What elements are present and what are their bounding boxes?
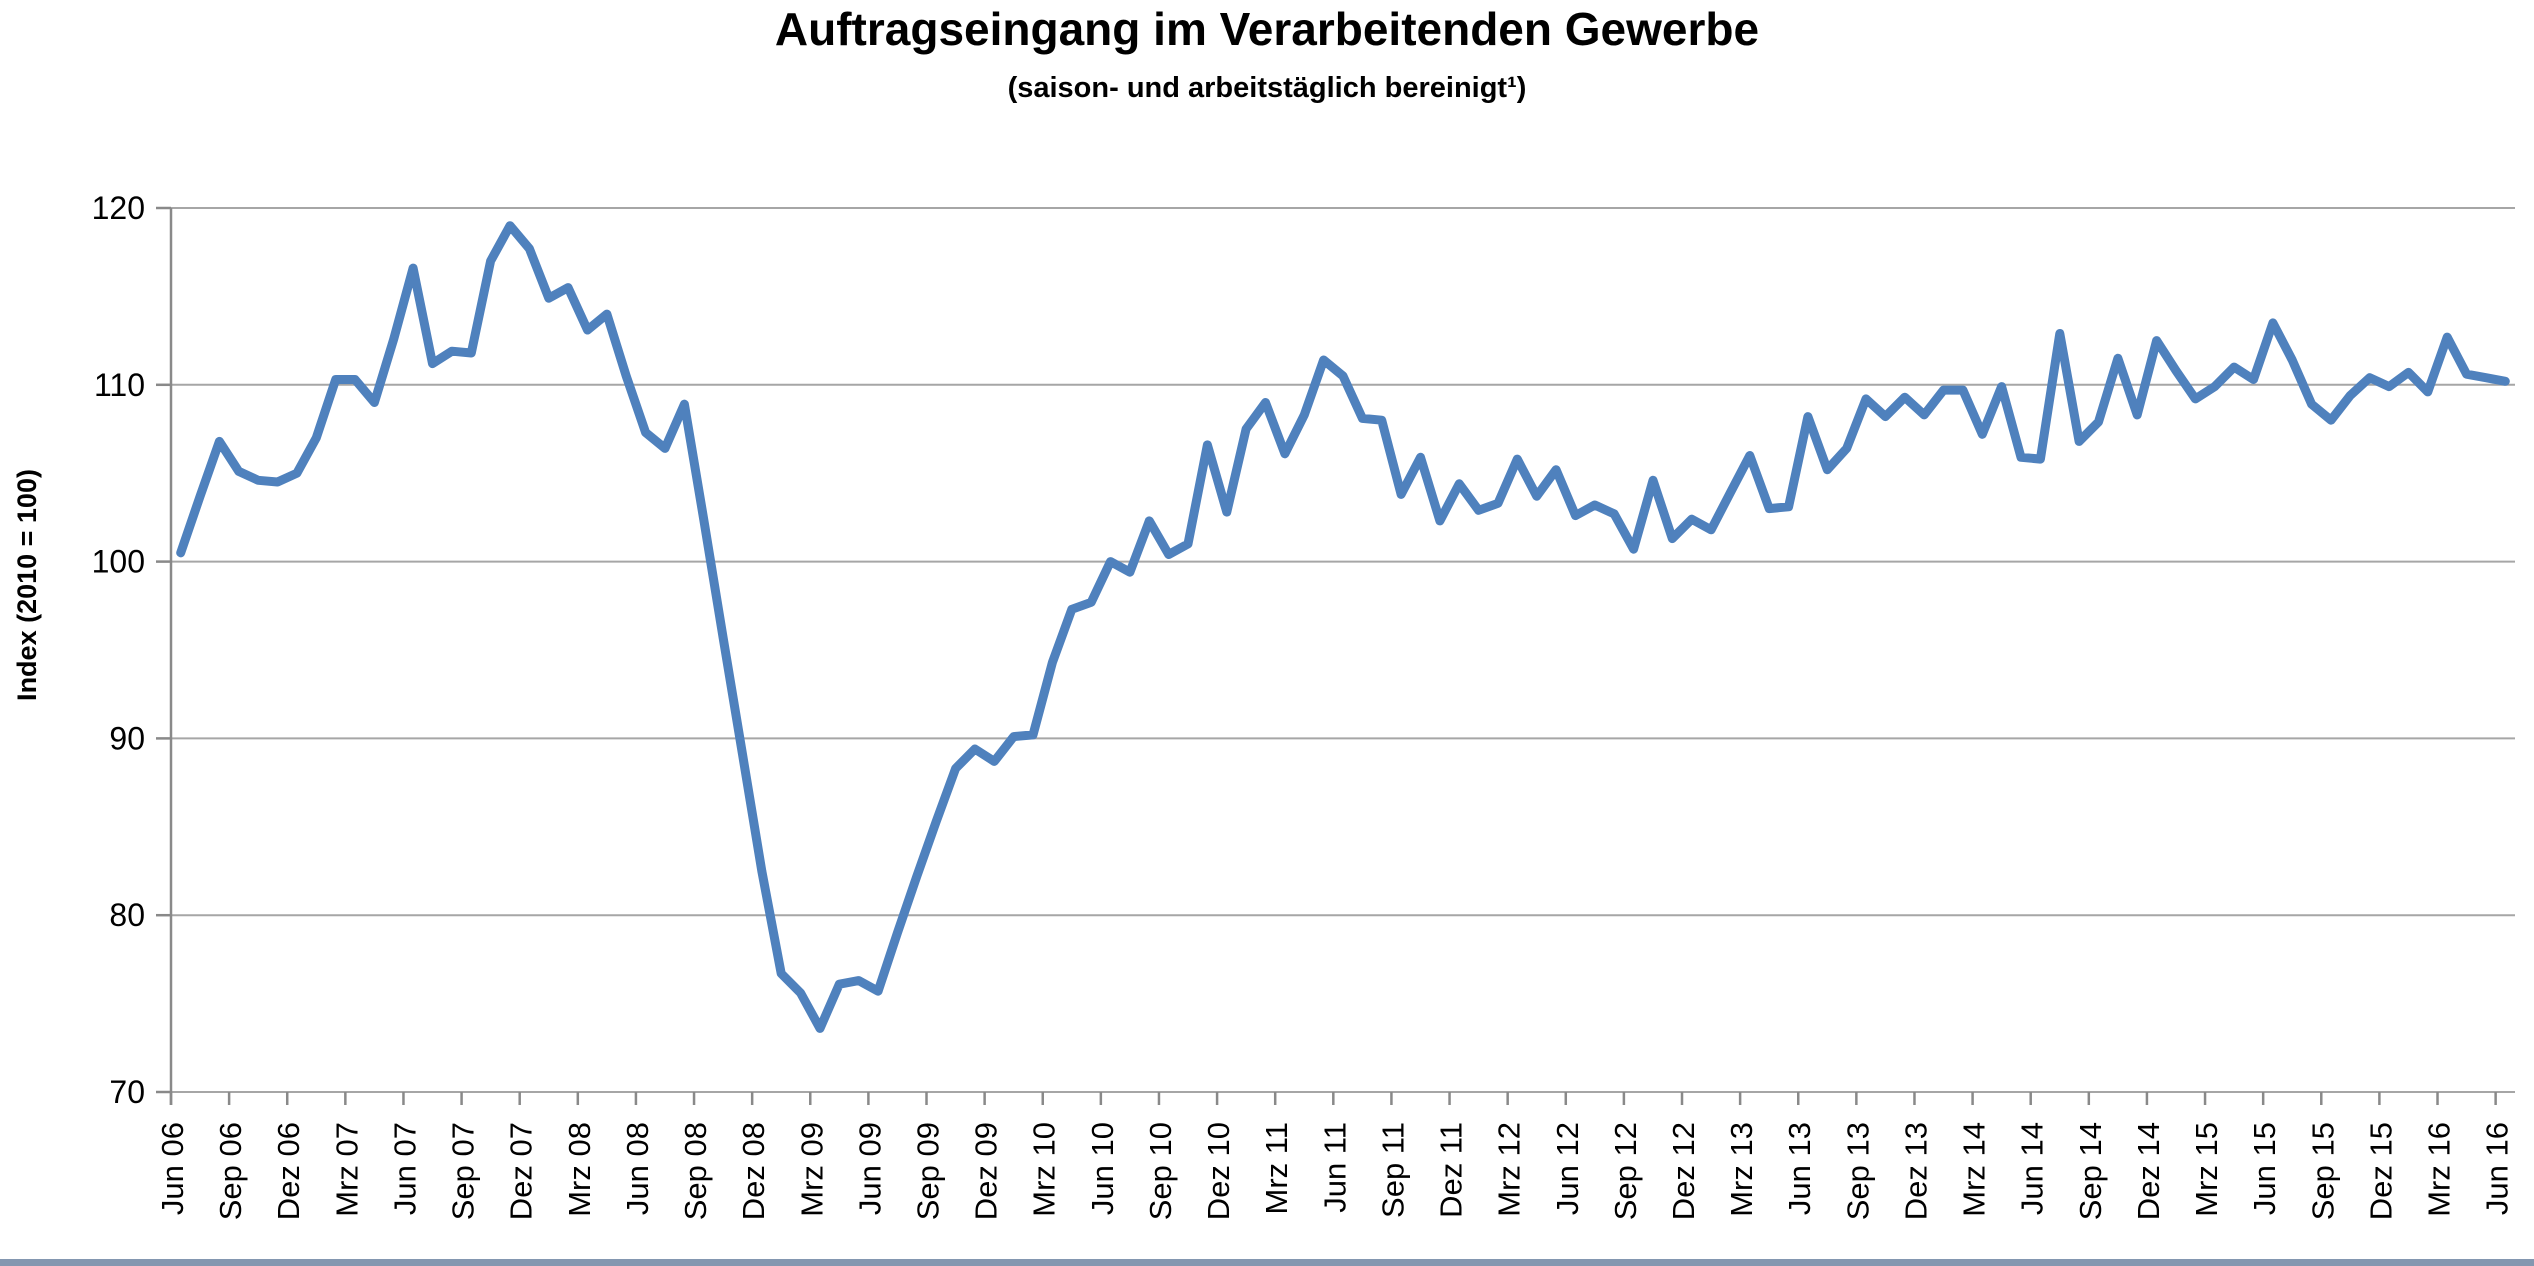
x-tick-label: Jun 11 — [1317, 1122, 1352, 1213]
x-tick-label: Jun 14 — [2015, 1122, 2050, 1215]
x-tick-label: Jun 06 — [155, 1122, 190, 1215]
y-tick-label: 100 — [92, 544, 145, 580]
x-tick-label: Sep 07 — [446, 1122, 481, 1220]
x-tick-label: Jun 12 — [1550, 1122, 1585, 1215]
x-tick-label: Sep 09 — [911, 1122, 946, 1220]
x-tick-label: Dez 15 — [2363, 1122, 2398, 1220]
x-tick-label: Dez 12 — [1666, 1122, 1701, 1220]
x-tick-label: Sep 13 — [1840, 1122, 1875, 1220]
x-tick-label: Jun 07 — [387, 1122, 422, 1215]
x-tick-label: Sep 14 — [2073, 1122, 2108, 1220]
x-tick-label: Sep 15 — [2305, 1122, 2340, 1220]
x-tick-label: Mrz 15 — [2189, 1122, 2224, 1217]
x-tick-label: Jun 10 — [1085, 1122, 1120, 1215]
x-tick-label: Mrz 10 — [1027, 1122, 1062, 1217]
x-tick-label: Dez 06 — [271, 1122, 306, 1220]
x-tick-label: Dez 09 — [969, 1122, 1004, 1220]
x-tick-label: Mrz 11 — [1259, 1122, 1294, 1214]
y-tick-label: 80 — [109, 897, 145, 933]
x-tick-label: Jun 13 — [1782, 1122, 1817, 1215]
x-tick-label: Sep 12 — [1608, 1122, 1643, 1220]
y-tick-label: 70 — [109, 1074, 145, 1110]
x-tick-label: Dez 10 — [1201, 1122, 1236, 1220]
x-tick-label: Dez 14 — [2131, 1122, 2166, 1220]
x-tick-label: Mrz 16 — [2422, 1122, 2457, 1217]
x-tick-label: Sep 11 — [1375, 1122, 1410, 1218]
x-tick-label: Mrz 12 — [1492, 1122, 1527, 1217]
x-tick-label: Dez 13 — [1898, 1122, 1933, 1220]
x-tick-label: Sep 06 — [213, 1122, 248, 1220]
x-tick-label: Sep 10 — [1143, 1122, 1178, 1220]
y-tick-label: 110 — [94, 367, 145, 403]
y-axis-title: Index (2010 = 100) — [12, 469, 42, 701]
bottom-accent-bar — [0, 1259, 2534, 1266]
x-tick-label: Dez 08 — [736, 1122, 771, 1220]
x-tick-label: Jun 09 — [852, 1122, 887, 1215]
chart-title: Auftragseingang im Verarbeitenden Gewerb… — [774, 3, 1760, 55]
x-tick-label: Mrz 07 — [329, 1122, 364, 1217]
x-tick-label: Dez 07 — [504, 1122, 539, 1220]
x-tick-label: Dez 11 — [1434, 1122, 1469, 1218]
x-tick-label: Jun 08 — [620, 1122, 655, 1215]
chart-subtitle: (saison- und arbeitstäglich bereinigt¹) — [1007, 72, 1527, 104]
x-tick-label: Jun 16 — [2480, 1122, 2515, 1215]
y-tick-label: 120 — [92, 190, 145, 226]
y-tick-label: 90 — [109, 720, 145, 756]
x-tick-label: Mrz 13 — [1724, 1122, 1759, 1217]
x-tick-label: Sep 08 — [678, 1122, 713, 1220]
x-tick-label: Mrz 09 — [794, 1122, 829, 1217]
x-tick-label: Mrz 14 — [1957, 1122, 1992, 1217]
x-tick-label: Jun 15 — [2247, 1122, 2282, 1215]
x-tick-label: Mrz 08 — [562, 1122, 597, 1217]
data-series-line — [176, 221, 2510, 1033]
